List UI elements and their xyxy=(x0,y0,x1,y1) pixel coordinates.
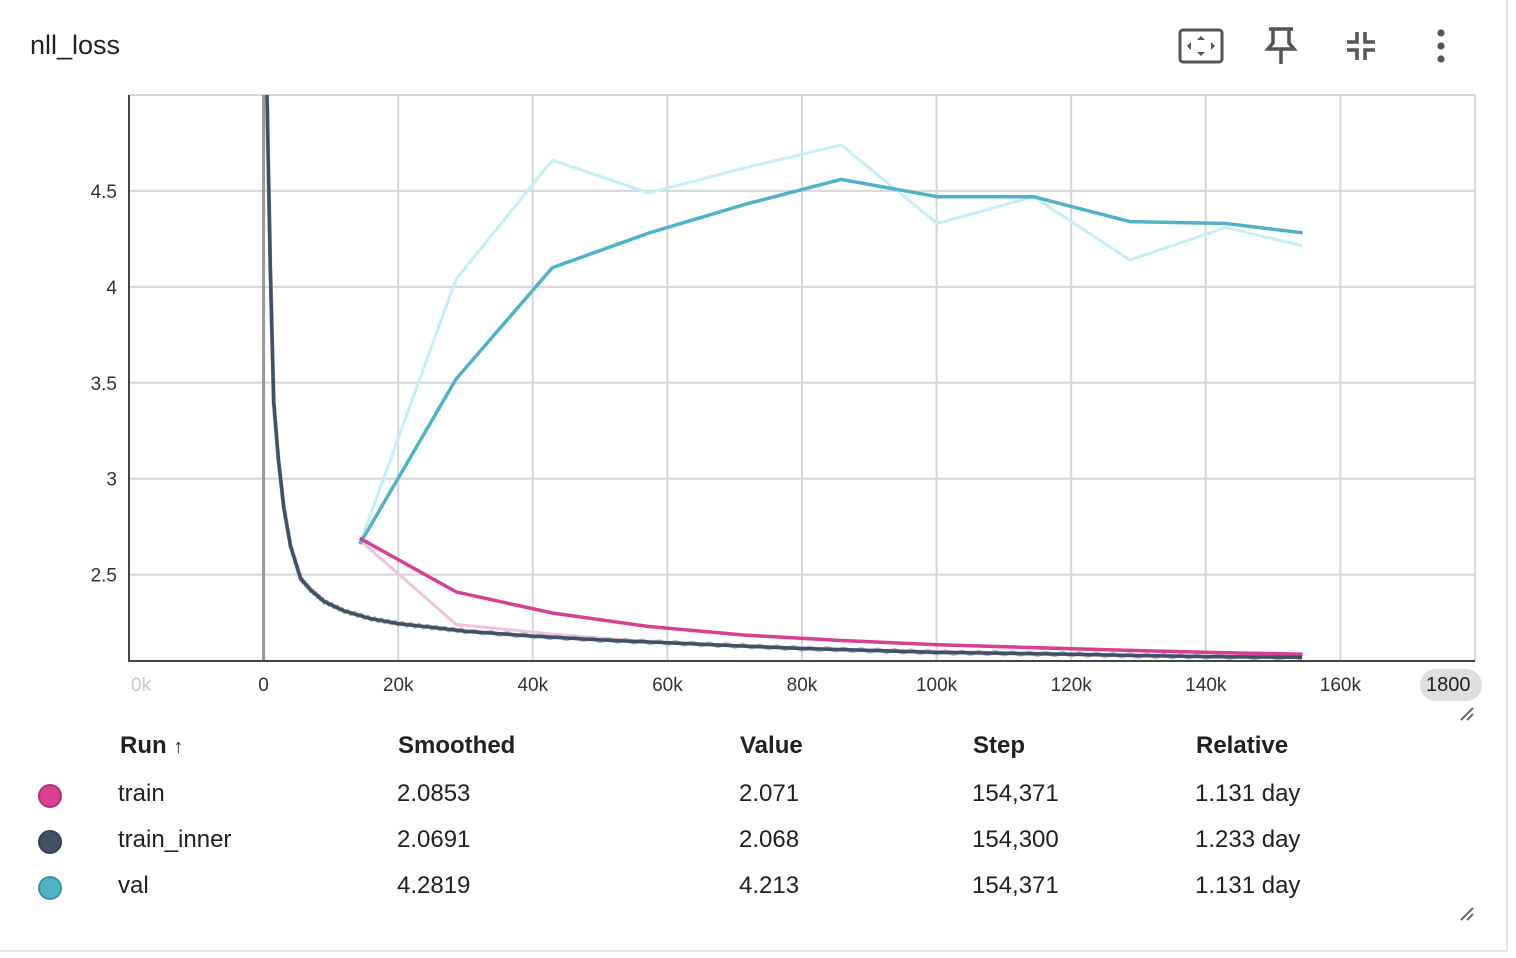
x-edge-label-left: 0k xyxy=(131,675,152,696)
run-color-dot xyxy=(38,830,62,854)
more-vert-icon xyxy=(1437,29,1445,63)
x-tick-label: 20k xyxy=(383,675,414,696)
table-resize-handle-icon[interactable] xyxy=(1458,905,1476,923)
relative-value: 1.131 day xyxy=(1195,780,1301,807)
fit-domain-icon xyxy=(1178,28,1224,64)
relative-column-header[interactable]: Relative xyxy=(1196,732,1289,759)
sort-arrow-icon: ↑ xyxy=(173,736,184,758)
raw-value: 4.213 xyxy=(739,872,800,899)
x-tick-label: 60k xyxy=(652,675,683,696)
chart-grid xyxy=(129,94,1476,661)
collapse-icon xyxy=(1347,32,1375,60)
y-tick-label: 2.5 xyxy=(91,566,117,587)
table-row[interactable]: train_inner 2.0691 2.068 154,300 1.233 d… xyxy=(0,826,1480,872)
step-value: 154,371 xyxy=(972,780,1059,807)
fit-domain-button[interactable] xyxy=(1176,24,1226,68)
smoothed-value: 4.2819 xyxy=(397,872,471,899)
pin-button[interactable] xyxy=(1256,24,1306,68)
smoothed-line-val xyxy=(358,177,1303,545)
x-tick-label: 120k xyxy=(1051,675,1093,696)
raw-line-val xyxy=(358,143,1303,545)
y-tick-label: 4.5 xyxy=(91,182,117,203)
y-tick-label: 3.5 xyxy=(91,374,117,395)
run-column-header[interactable]: Run ↑ xyxy=(120,732,183,760)
raw-value: 2.068 xyxy=(739,826,800,853)
more-menu-button[interactable] xyxy=(1416,24,1466,68)
chart-resize-handle-icon[interactable] xyxy=(1458,705,1476,723)
smoothed-line-train xyxy=(358,536,1303,656)
relative-value: 1.233 day xyxy=(1195,826,1301,853)
step-column-header[interactable]: Step xyxy=(973,732,1026,759)
x-tick-label: 0 xyxy=(258,675,269,696)
table-row[interactable]: val 4.2819 4.213 154,371 1.131 day xyxy=(0,872,1480,918)
x-tick-label: 140k xyxy=(1185,675,1227,696)
run-name: train xyxy=(118,780,165,807)
run-name: train_inner xyxy=(118,826,232,853)
pin-icon xyxy=(1264,27,1298,64)
relative-value: 1.131 day xyxy=(1195,872,1301,899)
run-color-dot xyxy=(38,784,62,808)
x-tick-label: 100k xyxy=(916,675,958,696)
run-header-label: Run xyxy=(120,732,167,759)
y-tick-label: 4 xyxy=(106,278,117,299)
chart-tick-labels: 0 20k 40k 60k 80k 100k 120k 140k 160k 2.5 3 3.5 4 4.5… xyxy=(91,182,1362,696)
y-tick-label: 3 xyxy=(106,470,117,491)
step-value: 154,371 xyxy=(972,872,1059,899)
chart-axes xyxy=(128,95,1475,662)
smoothed-series-lines xyxy=(265,95,1303,660)
smoothed-value: 2.0691 xyxy=(397,826,471,853)
raw-value: 2.071 xyxy=(739,780,800,807)
table-row[interactable]: train 2.0853 2.071 154,371 1.131 day xyxy=(0,780,1480,826)
smoothed-line-train_inner xyxy=(265,95,1303,660)
x-axis-edge-label-right: 1800 xyxy=(1420,669,1482,701)
step-value: 154,300 xyxy=(972,826,1059,853)
value-column-header[interactable]: Value xyxy=(740,732,803,759)
run-color-dot xyxy=(38,876,62,900)
x-tick-label: 40k xyxy=(517,675,548,696)
run-name: val xyxy=(118,872,149,899)
smoothed-value: 2.0853 xyxy=(397,780,471,807)
collapse-button[interactable] xyxy=(1336,24,1386,68)
line-chart[interactable]: 0 20k 40k 60k 80k 100k 120k 140k 160k 2.5 3 3.5 4 4.5… xyxy=(0,0,1516,720)
x-tick-label: 160k xyxy=(1320,675,1362,696)
x-tick-label: 80k xyxy=(787,675,818,696)
card-toolbar xyxy=(1176,24,1466,68)
panel-title: nll_loss xyxy=(30,30,121,60)
smoothed-column-header[interactable]: Smoothed xyxy=(398,732,516,759)
